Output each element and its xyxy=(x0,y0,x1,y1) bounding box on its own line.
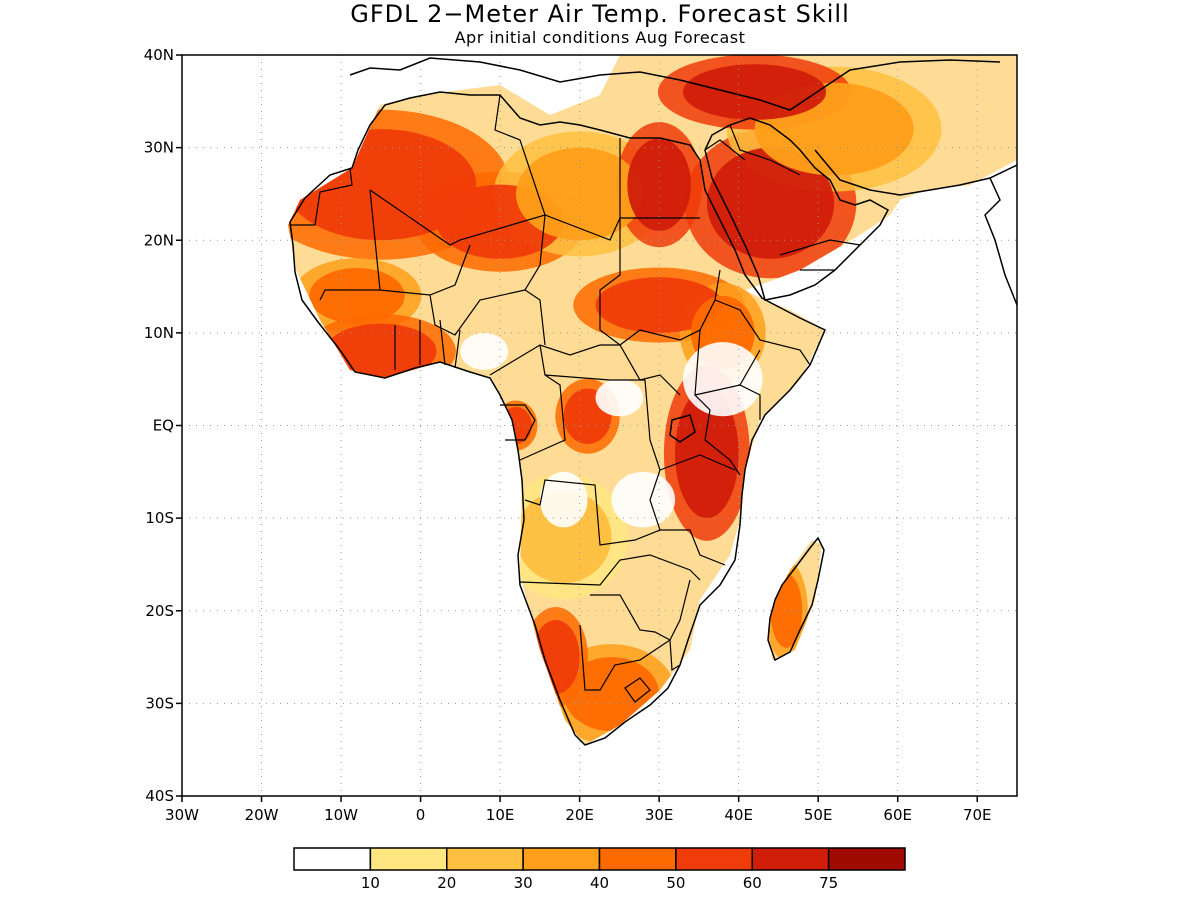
low-skill-patch xyxy=(539,471,588,528)
lon-tick-label: 20E xyxy=(565,806,594,824)
colorbar-label: 75 xyxy=(819,874,838,892)
colorbar-swatch xyxy=(751,847,830,871)
colorbar-swatch xyxy=(598,847,677,871)
arabia-coastline xyxy=(704,117,890,301)
country-border xyxy=(290,167,353,226)
country-border xyxy=(379,244,526,336)
country-border xyxy=(489,344,681,396)
lon-tick-label: 20W xyxy=(245,806,279,824)
lat-tick-label: EQ xyxy=(153,417,174,435)
skill-region-sudan xyxy=(595,277,723,333)
country-border xyxy=(519,554,701,586)
india-coastline xyxy=(984,177,1017,306)
lon-tick-label: 10W xyxy=(324,806,358,824)
skill-region-guinea-coast xyxy=(325,323,437,380)
country-border xyxy=(694,329,761,476)
colorbar-label: 20 xyxy=(437,874,456,892)
coastlines xyxy=(289,57,1017,746)
country-border xyxy=(524,379,661,546)
colorbar-label: 60 xyxy=(743,874,762,892)
country-border xyxy=(494,94,546,346)
colorbar-label: 30 xyxy=(514,874,533,892)
colorbar-label: 50 xyxy=(666,874,685,892)
lat-tick-label: 40N xyxy=(144,46,174,64)
lon-tick-label: 70E xyxy=(963,806,992,824)
iran-coastline xyxy=(814,149,1017,196)
lat-tick-label: 40S xyxy=(145,787,174,805)
low-skill-patch xyxy=(683,342,763,417)
lon-tick-label: 10E xyxy=(486,806,515,824)
skill-region-sahel-west xyxy=(309,268,405,324)
colorbar-label: 10 xyxy=(361,874,380,892)
lat-tick-label: 30S xyxy=(145,694,174,712)
lat-tick-label: 10S xyxy=(145,509,174,527)
lake-victoria xyxy=(669,414,696,443)
madagascar-coastline xyxy=(767,536,825,662)
colorbar-swatch xyxy=(369,847,448,871)
colorbar-swatch xyxy=(675,847,753,871)
country-border xyxy=(579,579,691,691)
mediterranean-north xyxy=(349,57,1001,111)
colorbar-label: 40 xyxy=(590,874,609,892)
country-border xyxy=(704,124,801,176)
colorbar: 10 20 30 40 50 60 75 xyxy=(293,847,906,892)
lat-tick-label: 30N xyxy=(144,139,174,157)
lon-tick-label: 40E xyxy=(724,806,753,824)
lat-tick-label: 20N xyxy=(144,231,174,249)
lon-tick-label: 0 xyxy=(416,806,426,824)
skill-region-angola xyxy=(516,490,612,583)
colorbar-swatch xyxy=(293,847,372,871)
skill-region-egypt-redsea xyxy=(627,138,691,231)
country-border xyxy=(590,594,671,641)
map-subtitle: Apr initial conditions Aug Forecast xyxy=(454,28,746,47)
country-border xyxy=(669,639,681,672)
country-border xyxy=(394,319,461,370)
africa-coastline xyxy=(289,91,826,746)
lon-tick-label: 30E xyxy=(645,806,674,824)
colorbar-swatch xyxy=(522,847,601,871)
skill-region-turkey-iraq xyxy=(683,64,827,120)
country-border xyxy=(319,189,381,301)
country-border xyxy=(714,299,811,386)
lon-tick-label: 60E xyxy=(883,806,912,824)
skill-region-sahara-east xyxy=(516,147,644,241)
country-border xyxy=(779,239,861,271)
lat-tick-label: 10N xyxy=(144,324,174,342)
country-border xyxy=(500,404,536,441)
lon-tick-label: 50E xyxy=(804,806,833,824)
map-title: GFDL 2−Meter Air Temp. Forecast Skill xyxy=(350,0,850,28)
country-border xyxy=(519,344,645,461)
low-skill-patch xyxy=(595,379,644,417)
lat-tick-label: 20S xyxy=(145,602,174,620)
colorbar-swatch xyxy=(827,847,906,871)
low-skill-patch xyxy=(611,471,676,528)
colorbar-swatch xyxy=(446,847,524,871)
lon-tick-label: 30W xyxy=(165,806,199,824)
low-skill-patch xyxy=(460,332,509,370)
country-border xyxy=(659,454,736,566)
country-border xyxy=(624,677,651,703)
